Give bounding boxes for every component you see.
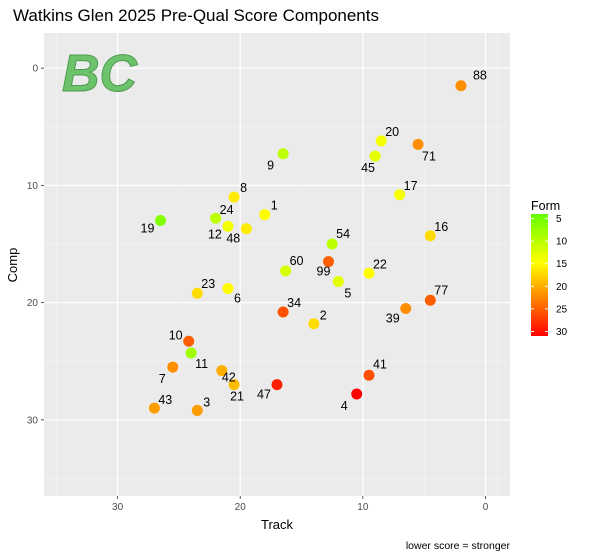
data-point-12 [222,220,234,232]
point-label-43: 43 [158,393,172,407]
point-label-6: 6 [234,292,241,306]
legend-title: Form [531,199,560,213]
legend-tick-label: 5 [556,214,562,225]
data-point-6 [222,283,234,295]
y-tick-label: 10 [27,181,39,192]
point-label-7: 7 [159,372,166,386]
data-point-21 [228,379,240,391]
point-label-23: 23 [201,277,215,291]
y-tick-label: 0 [32,64,38,75]
legend: Form 5 10 15 20 25 30 [531,199,568,338]
data-point-45 [369,150,381,162]
x-axis-ticks: 30 20 10 0 [112,496,489,513]
data-point-1 [259,209,271,221]
x-axis-title: Track [261,517,294,532]
point-label-99: 99 [317,265,331,279]
point-label-5: 5 [344,286,351,300]
x-tick-label: 10 [357,502,369,513]
legend-tick-label: 10 [556,237,568,248]
point-label-71: 71 [422,149,436,163]
legend-tick-label: 30 [556,327,568,338]
data-point-8 [228,191,240,203]
data-point-11 [185,347,197,359]
point-label-88: 88 [473,69,487,83]
x-tick-label: 20 [235,502,247,513]
point-label-20: 20 [385,125,399,139]
y-tick-label: 20 [27,298,39,309]
point-label-3: 3 [203,395,210,409]
point-label-19: 19 [141,222,155,236]
data-point-77 [424,294,436,306]
grid [44,33,510,496]
legend-ticks: 5 10 15 20 25 30 [531,214,568,338]
point-label-17: 17 [404,179,418,193]
data-point-41 [363,369,375,381]
point-label-34: 34 [287,296,301,310]
points-layer [148,80,467,416]
point-label-39: 39 [386,311,400,325]
data-point-20 [375,135,387,147]
point-label-9: 9 [267,159,274,173]
y-axis-title: Comp [5,248,20,283]
data-point-39 [400,302,412,314]
point-label-22: 22 [373,257,387,271]
x-tick-label: 30 [112,502,124,513]
data-point-2 [308,318,320,330]
point-label-77: 77 [434,283,448,297]
y-tick-label: 30 [27,415,39,426]
data-point-48 [240,223,252,235]
data-point-43 [148,402,160,414]
data-point-4 [351,388,363,400]
data-point-19 [155,215,166,227]
data-point-47 [271,379,283,391]
data-point-42 [216,365,228,377]
chart-title: Watkins Glen 2025 Pre-Qual Score Compone… [13,6,379,25]
point-label-41: 41 [373,357,387,371]
point-label-11: 11 [195,357,208,371]
point-label-60: 60 [290,254,304,268]
data-point-17 [394,189,406,201]
plot-panel [44,33,510,496]
legend-colorbar [531,214,548,336]
point-label-42: 42 [222,371,236,385]
point-label-54: 54 [336,227,350,241]
point-label-10: 10 [169,328,183,342]
point-label-21: 21 [230,390,244,404]
data-point-3 [191,404,203,416]
point-label-16: 16 [434,220,448,234]
data-point-22 [363,267,375,279]
legend-tick-label: 15 [556,259,568,270]
point-label-24: 24 [220,203,234,217]
data-point-9 [277,148,289,160]
data-point-88 [455,80,467,92]
logo: BC [62,45,140,104]
point-label-4: 4 [341,399,348,413]
data-point-60 [280,265,292,277]
y-axis-ticks: 0 10 20 30 [27,64,44,426]
point-label-1: 1 [271,199,278,213]
legend-tick-label: 20 [556,282,568,293]
data-point-99 [323,256,335,268]
data-point-5 [332,275,344,287]
legend-tick-label: 25 [556,304,568,315]
data-point-54 [326,238,338,250]
point-label-12: 12 [208,227,222,241]
data-point-24 [210,212,222,224]
data-point-7 [167,361,179,373]
caption: lower score = stronger [406,540,511,552]
point-label-48: 48 [226,232,240,246]
point-label-47: 47 [257,388,271,402]
data-point-10 [183,335,195,347]
point-label-45: 45 [361,161,375,175]
data-point-34 [277,306,289,318]
point-label-8: 8 [240,181,247,195]
data-point-16 [424,230,436,242]
point-label-2: 2 [320,309,327,323]
x-tick-label: 0 [483,502,489,513]
logo-text: BC [62,45,139,103]
data-point-23 [191,287,203,299]
data-point-71 [412,138,424,150]
